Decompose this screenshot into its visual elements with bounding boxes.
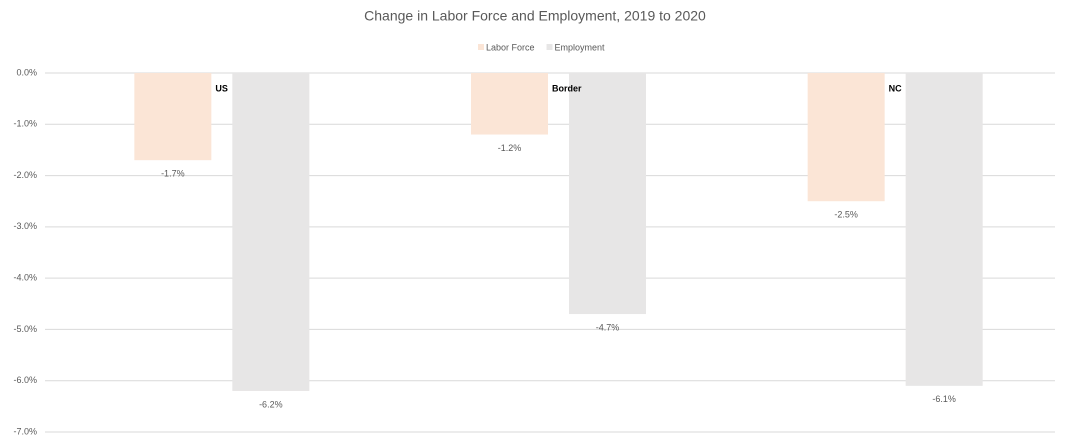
legend-label: Employment [555,42,606,52]
y-tick-label: -2.0% [13,170,37,180]
data-label: -1.2% [498,143,522,153]
chart-title: Change in Labor Force and Employment, 20… [364,8,706,24]
category-label: NC [889,83,902,93]
data-label: -2.5% [834,210,858,220]
data-label: -1.7% [161,169,185,179]
y-tick-label: -7.0% [13,426,37,436]
bar [471,73,548,135]
legend-label: Labor Force [486,42,535,52]
data-label: -6.1% [932,394,956,404]
legend-swatch [546,44,553,50]
bar [905,73,983,386]
bar [807,73,885,202]
bar [569,73,646,315]
bar [232,73,310,391]
legend-swatch [478,44,484,50]
data-label: -4.7% [596,322,620,332]
y-tick-label: -5.0% [13,324,37,334]
category-label: Border [552,83,582,93]
y-tick-label: -1.0% [13,119,37,129]
category-label: US [215,83,228,93]
y-tick-label: -3.0% [13,221,37,231]
y-tick-label: -6.0% [13,375,37,385]
data-label: -6.2% [259,399,283,409]
y-tick-label: -4.0% [13,273,37,283]
y-tick-label: 0.0% [16,67,37,77]
bar [134,73,212,161]
